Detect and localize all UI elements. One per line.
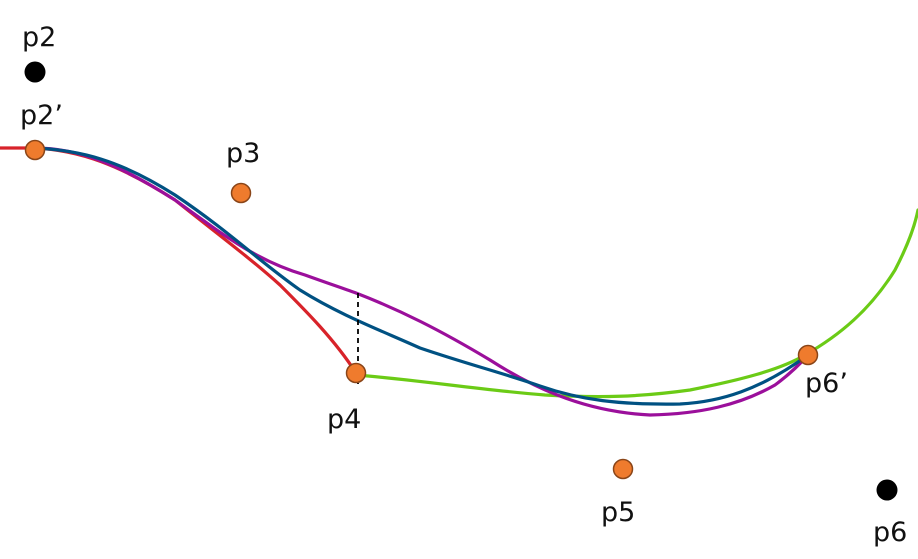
point-p6 <box>876 479 898 501</box>
label-p6: p6 <box>873 517 907 548</box>
blue-curve <box>32 146 810 406</box>
red-curve <box>0 146 358 375</box>
green-curve <box>354 208 918 399</box>
label-p2prime: p2’ <box>20 100 63 131</box>
point-p5 <box>612 458 634 480</box>
point-p3 <box>230 182 252 204</box>
label-p6prime: p6’ <box>805 368 848 399</box>
point-p4 <box>345 362 367 384</box>
point-p2 <box>24 61 46 83</box>
point-p2prime <box>24 139 46 161</box>
point-p6prime <box>797 344 819 366</box>
label-p3: p3 <box>226 138 260 169</box>
purple-curve <box>32 146 810 417</box>
label-p4: p4 <box>327 404 361 435</box>
label-p2: p2 <box>22 22 56 53</box>
label-p5: p5 <box>601 497 635 528</box>
